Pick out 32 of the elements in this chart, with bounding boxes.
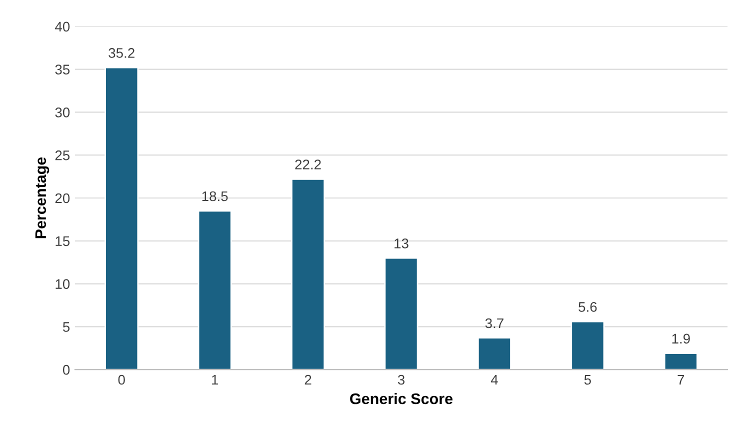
y-tick-label: 10: [56, 279, 70, 289]
bar: [384, 257, 418, 370]
y-tick-label: 15: [56, 236, 70, 246]
data-label: 5.6: [578, 302, 597, 312]
y-axis-title: Percentage: [35, 157, 50, 238]
x-tick-label: 1: [212, 374, 218, 385]
data-label: 18.5: [202, 191, 228, 202]
y-tick-label: 20: [55, 193, 70, 204]
bar: [664, 352, 698, 370]
data-label: 22.2: [295, 160, 321, 170]
x-tick-label: 3: [398, 374, 404, 385]
y-tick-label: 35: [55, 64, 70, 74]
y-tick-label: 0: [62, 364, 70, 375]
data-label: 13: [394, 238, 408, 248]
data-label: 3.7: [485, 318, 504, 328]
x-tick-label: 2: [304, 374, 312, 385]
data-label: 1.9: [672, 334, 690, 344]
x-axis-title: Generic Score: [350, 392, 453, 404]
x-tick-label: 7: [678, 374, 684, 385]
y-tick-label: 25: [55, 150, 70, 160]
y-tick-label: 30: [55, 108, 70, 118]
x-tick-label: 0: [118, 374, 125, 385]
bar: [104, 66, 139, 370]
y-tick-label: 40: [55, 22, 70, 32]
y-tick-label: 5: [62, 322, 70, 332]
bar: [570, 320, 605, 370]
bar: [477, 337, 512, 370]
x-tick-label: 4: [490, 374, 498, 385]
data-label: 35.2: [108, 48, 134, 58]
bar: [291, 178, 326, 370]
bar: [198, 210, 232, 370]
x-tick-label: 5: [584, 374, 591, 385]
